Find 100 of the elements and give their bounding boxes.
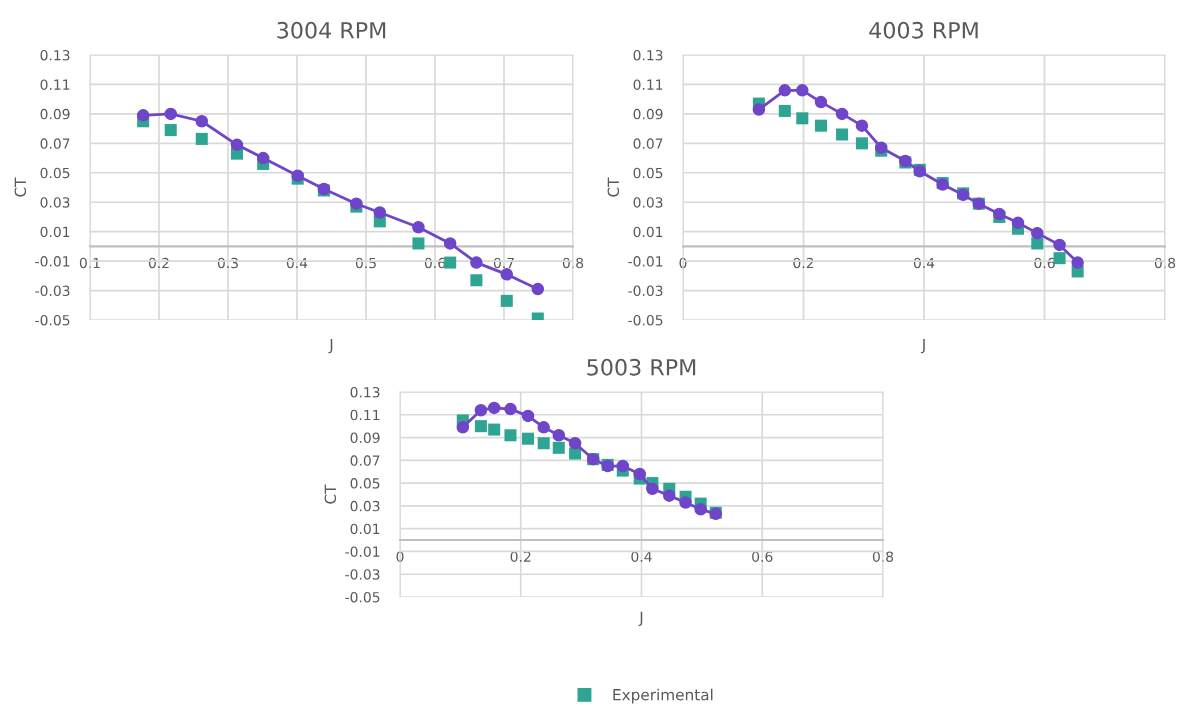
point (531, 282, 545, 296)
point (537, 421, 550, 434)
point (474, 420, 487, 433)
x-axis-title: J (328, 339, 333, 354)
point (504, 402, 517, 416)
point (488, 423, 501, 436)
point (1053, 238, 1066, 252)
y-axis-title: CT (14, 177, 27, 197)
x-tick-label: 0.8 (562, 257, 584, 269)
y-tick-label: -0.05 (35, 314, 70, 326)
x-tick-label: 0.2 (510, 551, 531, 562)
y-tick-label: 0.09 (350, 432, 380, 444)
point (796, 112, 809, 125)
y-tick-label: 0.03 (350, 500, 380, 512)
y-tick-label: 0.13 (40, 49, 70, 61)
point (835, 107, 849, 121)
point (694, 503, 707, 516)
point (1071, 256, 1084, 269)
point (230, 138, 244, 152)
point (443, 237, 457, 250)
y-tick-label: 0.07 (350, 455, 380, 466)
point (796, 84, 809, 97)
point (504, 429, 517, 442)
point (855, 137, 868, 150)
y-tick-label: 0.11 (633, 79, 663, 90)
point (500, 268, 514, 281)
point (412, 220, 425, 234)
y-tick-label: -0.03 (35, 285, 70, 297)
point (552, 441, 565, 454)
point (568, 436, 582, 450)
y-tick-label: -0.05 (345, 591, 380, 603)
chart-title: 3004 RPM (277, 21, 386, 39)
y-tick-label: 0.11 (350, 409, 380, 421)
x-tick-label: 0.4 (631, 551, 652, 562)
point (1053, 252, 1066, 265)
point (1031, 226, 1044, 240)
y-tick-label: 0.09 (40, 108, 70, 120)
point (470, 256, 483, 269)
point (164, 124, 177, 137)
point (752, 103, 766, 116)
y-tick-label: -0.01 (35, 256, 70, 267)
point (521, 432, 535, 445)
y-tick-label: 0.03 (40, 197, 70, 208)
y-tick-label: -0.01 (345, 546, 380, 557)
point (412, 237, 425, 250)
point (195, 114, 209, 128)
y-tick-label: 0.09 (633, 108, 663, 120)
y-tick-label: -0.03 (628, 285, 663, 297)
x-tick-label: 0.8 (1154, 257, 1176, 269)
legend-label: Experimental (613, 688, 713, 704)
y-tick-label: 0.03 (633, 197, 663, 208)
y-tick-label: 0.05 (633, 167, 663, 179)
chart-title: 4003 RPM (869, 21, 978, 39)
point (633, 467, 646, 481)
y-tick-label: 0.13 (350, 386, 380, 398)
point (679, 496, 692, 509)
point (164, 107, 177, 121)
point (444, 256, 457, 269)
y-tick-label: -0.05 (628, 314, 663, 326)
point (836, 128, 849, 141)
point (814, 95, 828, 109)
x-tick-label: 0.6 (752, 551, 773, 562)
point (616, 459, 630, 473)
point (552, 429, 566, 442)
point (373, 206, 387, 219)
point (778, 84, 792, 97)
point (663, 489, 676, 502)
point (195, 132, 208, 145)
point (456, 421, 470, 434)
x-axis-title: J (920, 339, 925, 354)
point (256, 151, 270, 165)
y-tick-label: 0.01 (633, 226, 663, 238)
point (855, 119, 869, 132)
y-tick-label: -0.03 (345, 569, 380, 580)
point (470, 274, 483, 287)
y-tick-label: 0.07 (40, 138, 70, 149)
point (521, 409, 535, 423)
y-axis-title: CT (324, 484, 337, 504)
y-tick-label: 0.13 (633, 49, 663, 61)
x-axis-title: J (638, 611, 643, 627)
point (814, 119, 827, 132)
y-tick-label: 0.05 (350, 478, 380, 489)
x-tick-label: 0.1 (79, 257, 100, 269)
x-tick-label: 0 (396, 551, 404, 562)
point (487, 401, 501, 415)
chart-title: 5003 RPM (587, 358, 696, 376)
point (537, 437, 550, 450)
y-tick-label: 0.07 (633, 138, 663, 149)
x-tick-label: 0 (679, 257, 687, 269)
y-tick-label: 0.01 (350, 523, 380, 535)
y-tick-label: 0.05 (40, 167, 70, 179)
y-tick-label: 0.11 (40, 79, 70, 90)
y-tick-label: 0.01 (40, 226, 70, 238)
point (136, 109, 150, 122)
point (474, 403, 488, 417)
y-tick-label: -0.01 (628, 256, 663, 267)
x-tick-label: 0.8 (872, 551, 894, 562)
point (500, 294, 513, 307)
point (646, 482, 659, 496)
y-axis-title: CT (607, 177, 620, 197)
